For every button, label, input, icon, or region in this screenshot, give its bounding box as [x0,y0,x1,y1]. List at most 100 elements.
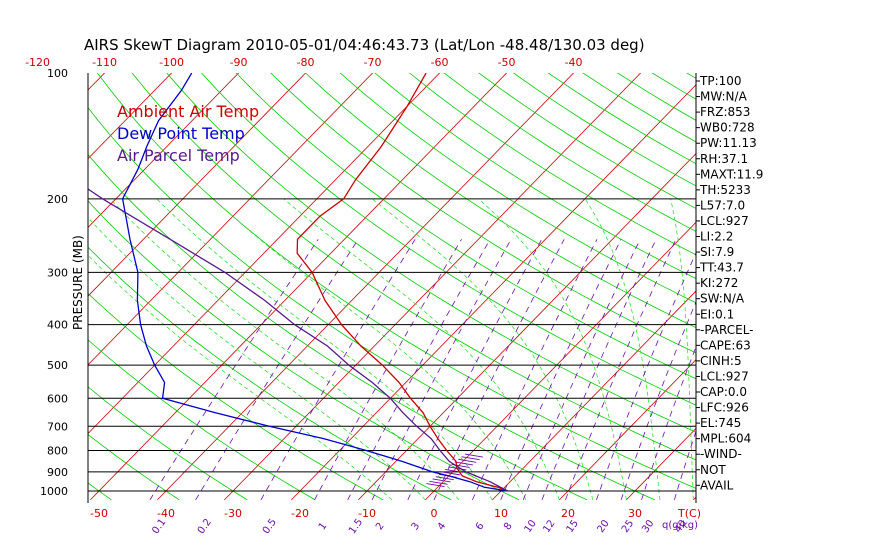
dry-adiabat-line [200,73,696,406]
sounding-index-label: MW:N/A [700,90,748,104]
mixing-ratio-line [565,239,677,501]
bottom-temp-tick-label: 0 [431,507,438,520]
dry-adiabat-line [88,434,180,501]
sounding-index-label: AVAIL [700,478,734,492]
isotherm-line [492,290,696,501]
surface-hatch-line [454,461,473,466]
isotherm-line [291,84,696,501]
mixing-ratio-line [407,239,543,501]
isotherm-line [760,54,870,500]
sounding-index-label: RH:37.1 [700,152,748,166]
sounding-index-label: MPL:604 [700,432,751,446]
dry-adiabat-line [757,54,870,500]
sounding-index-label: LI:2.2 [700,230,733,244]
pressure-tick-label: 600 [47,392,68,405]
sounding-index-label: CAP:0.0 [700,385,747,399]
mixing-ratio-line [500,239,622,501]
mixing-ratio-tick-label: 4 [436,521,449,533]
sounding-index-label: TP:100 [699,74,742,88]
isotherm-line [224,73,642,501]
pressure-tick-label: 900 [47,466,68,479]
dry-adiabat-line [824,54,870,500]
mixing-ratio-tick-label: 30 [640,518,656,535]
mixing-ratio-tick-label: 15 [565,518,581,535]
top-temp-tick-label: -90 [230,56,248,69]
sounding-index-label: MAXT:11.9 [700,167,763,181]
mixing-ratio-line [641,345,696,501]
temp-axis-unit-label: T(C) [677,507,701,520]
top-temp-tick-label: -60 [431,56,449,69]
mixing-ratio-line [620,300,696,501]
series-line-dew-point-temp [121,73,508,492]
dry-adiabat-line [131,73,696,461]
pressure-tick-label: 1000 [40,485,68,498]
mixing-ratio-line [347,239,491,501]
dry-adiabat-line [686,73,696,79]
mixing-ratio-tick-label: 6 [474,521,487,533]
mixing-ratio-tick-label: 0.2 [196,517,214,536]
bottom-temp-tick-label: -50 [90,507,108,520]
sounding-index-label: KI:272 [700,276,738,290]
moist-adiabat-line [156,198,493,501]
top-temp-tick-label: -80 [297,56,315,69]
mixing-ratio-tick-label: 20 [595,518,611,535]
dry-adiabat-line [88,106,656,501]
pressure-tick-label: 500 [47,359,68,372]
mixing-ratio-line [371,239,512,501]
dry-adiabat-line [339,73,696,304]
legend-entry: Dew Point Temp [117,124,245,143]
moist-adiabat-line [88,254,393,501]
isotherm-line [88,73,173,160]
sounding-index-label: CAPE:63 [700,338,751,352]
isotherm-line [425,221,696,501]
moist-adiabat-line [283,198,560,501]
sounding-index-label: SI:7.9 [700,245,734,259]
mixing-ratio-line [541,239,657,501]
mixing-ratio-tick-label: 12 [541,518,557,535]
legend-entry: Ambient Air Temp [117,102,259,121]
dry-adiabat-line [304,73,696,329]
sounding-index-label: NOT [700,463,726,477]
bottom-temp-tick-label: -30 [224,507,242,520]
moist-adiabat-line [213,198,527,501]
bottom-temp-tick-label: 30 [628,507,642,520]
mixing-ratio-tick-label: 10 [523,518,539,535]
pressure-tick-label: 400 [47,319,68,332]
mixing-ratio-line [149,239,319,501]
dry-adiabat-line [88,386,248,501]
sounding-index-label: TH:5233 [699,183,751,197]
mixing-ratio-unit-label: q(g/kg) [662,520,698,531]
surface-hatch-line [441,471,461,476]
mixing-ratio-tick-label: 25 [620,518,636,535]
dry-adiabat-line [408,73,696,256]
sounding-index-label: -WIND- [700,447,742,461]
bottom-temp-tick-label: 20 [561,507,575,520]
dry-adiabat-line [96,73,696,489]
dry-adiabat-line [88,200,520,501]
isotherm-line [88,73,441,435]
moist-adiabat-line [109,198,460,501]
bottom-temp-tick-label: -40 [157,507,175,520]
dry-adiabat-line [88,292,384,501]
isotherm-line [88,73,374,366]
moist-adiabat-line [371,198,594,501]
dry-adiabat-line [478,73,696,209]
top-temp-tick-label: -50 [498,56,516,69]
sounding-index-label: L57:7.0 [700,198,745,212]
isotherm-line [90,73,508,501]
series-line-ambient-air-temp [296,73,508,492]
sounding-index-label: TT:43.7 [699,261,744,275]
bottom-temp-tick-label: 10 [494,507,508,520]
dry-adiabat-line [374,73,696,280]
top-temp-tick-label: -120 [25,56,50,69]
dry-adiabat-line [791,54,870,500]
dry-adiabat-line [858,54,870,500]
isotherm-line [827,54,870,500]
bottom-temp-tick-label: -10 [358,507,376,520]
mixing-ratio-line [314,239,462,501]
surface-hatch-line [435,476,454,481]
pressure-tick-label: 200 [47,193,68,206]
sounding-index-label: EI:0.1 [700,307,734,321]
isotherm-line [88,73,307,297]
